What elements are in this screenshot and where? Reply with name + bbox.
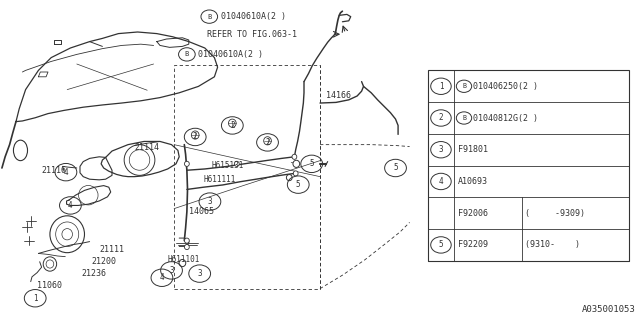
Ellipse shape (184, 238, 189, 243)
Ellipse shape (184, 244, 189, 250)
Text: 5: 5 (309, 159, 314, 168)
Text: 01040812G(2 ): 01040812G(2 ) (473, 114, 538, 123)
Text: B: B (462, 83, 466, 89)
Text: 21114: 21114 (134, 143, 159, 152)
Text: 3: 3 (207, 197, 212, 206)
Text: B: B (207, 14, 211, 20)
Text: 5: 5 (438, 240, 444, 249)
Ellipse shape (184, 161, 189, 166)
Text: 21111: 21111 (99, 245, 124, 254)
Bar (428, 70, 629, 261)
Text: 14065: 14065 (189, 207, 214, 216)
Ellipse shape (234, 161, 239, 166)
Text: 21200: 21200 (92, 257, 116, 266)
Text: 4: 4 (63, 168, 68, 177)
Text: A10693: A10693 (458, 177, 488, 186)
Ellipse shape (287, 174, 292, 181)
Text: (     -9309): ( -9309) (525, 209, 585, 218)
Text: B: B (185, 52, 189, 57)
Text: H611111: H611111 (204, 175, 236, 184)
Text: 14166: 14166 (326, 92, 351, 100)
Ellipse shape (292, 154, 297, 159)
Text: 01040610A(2 ): 01040610A(2 ) (221, 12, 286, 21)
Text: 3: 3 (197, 269, 202, 278)
Text: (9310-    ): (9310- ) (525, 240, 580, 249)
Text: 010406250(2 ): 010406250(2 ) (473, 82, 538, 91)
Text: F92209: F92209 (458, 240, 488, 249)
Ellipse shape (179, 260, 186, 267)
Text: 4: 4 (438, 177, 444, 186)
Text: 4: 4 (159, 273, 164, 282)
Text: H611101: H611101 (168, 255, 200, 264)
Text: 11060: 11060 (37, 281, 62, 290)
Text: 2: 2 (230, 121, 235, 130)
Text: 2: 2 (438, 114, 444, 123)
Text: 21236: 21236 (81, 269, 106, 278)
Text: H615131: H615131 (211, 161, 244, 170)
Text: REFER TO FIG.063-1: REFER TO FIG.063-1 (207, 30, 297, 39)
Text: F92006: F92006 (458, 209, 488, 218)
Ellipse shape (293, 171, 298, 176)
Text: F91801: F91801 (458, 145, 488, 154)
Text: B: B (462, 115, 466, 121)
Text: 1: 1 (33, 294, 38, 303)
Text: A035001053: A035001053 (582, 305, 636, 314)
Text: 2: 2 (193, 132, 198, 141)
Ellipse shape (293, 160, 300, 167)
Text: 2: 2 (265, 138, 270, 147)
Text: 21116: 21116 (42, 166, 67, 175)
Text: 5: 5 (393, 164, 398, 172)
Text: 1: 1 (438, 82, 444, 91)
Bar (174, 65, 320, 289)
Text: 3: 3 (169, 266, 174, 275)
Text: 4: 4 (68, 201, 73, 210)
Text: 01040610A(2 ): 01040610A(2 ) (198, 50, 264, 59)
Text: 3: 3 (438, 145, 444, 154)
Text: 5: 5 (296, 180, 301, 189)
